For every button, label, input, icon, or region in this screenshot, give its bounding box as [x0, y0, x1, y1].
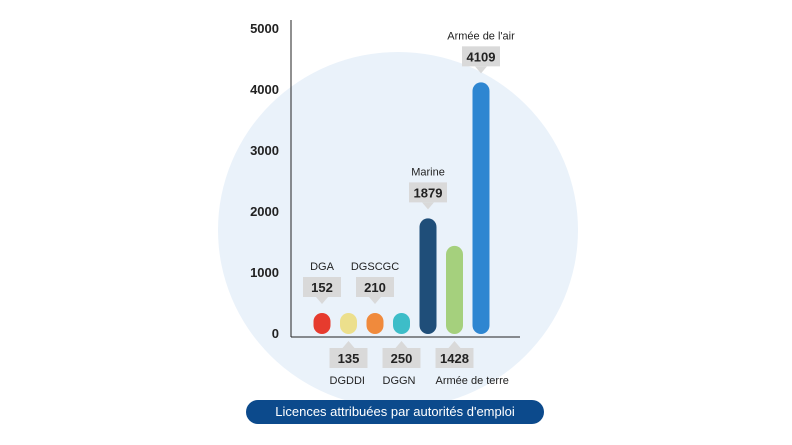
callout-pointer	[342, 341, 355, 348]
value-label: 152	[311, 280, 333, 295]
category-label: Armée de l'air	[447, 30, 515, 42]
bar	[393, 313, 410, 334]
value-callout: 1428 Armée de terre	[435, 341, 509, 387]
bar	[472, 82, 490, 334]
callout-pointer	[369, 297, 381, 304]
value-box	[409, 182, 447, 203]
bar	[446, 245, 463, 334]
y-tick-label: 5000	[250, 21, 279, 36]
value-label: 210	[364, 280, 386, 295]
y-tick-label: 4000	[250, 82, 279, 97]
value-box	[382, 348, 421, 368]
callout-pointer	[422, 202, 434, 210]
chart-caption: Licences attribuées par autorités d'empl…	[246, 400, 544, 424]
value-box	[303, 277, 341, 297]
category-label: DGSCGC	[351, 261, 399, 273]
value-callout: 1879 Marine	[409, 166, 447, 210]
value-callout: 250 DGGN	[382, 341, 421, 387]
callout-pointer	[475, 66, 487, 74]
y-tick-label: 0	[272, 326, 279, 341]
value-callout: 135 DGDDI	[329, 341, 368, 387]
value-callout: 210 DGSCGC	[351, 261, 399, 304]
bar	[419, 218, 437, 334]
value-box	[435, 348, 474, 368]
category-label: Armée de terre	[436, 375, 509, 387]
value-callout: 152 DGA	[303, 261, 341, 304]
callout-pointer	[448, 341, 461, 348]
value-box	[329, 348, 368, 368]
value-label: 250	[391, 351, 413, 366]
category-label: DGDDI	[330, 375, 365, 387]
value-label: 1428	[440, 351, 469, 366]
callout-pointer	[316, 297, 328, 304]
bar	[340, 313, 357, 334]
y-tick-label: 1000	[250, 265, 279, 280]
y-tick-label: 2000	[250, 204, 279, 219]
value-label: 1879	[414, 185, 443, 200]
value-callout: 4109 Armée de l'air	[447, 30, 515, 74]
category-label: Marine	[411, 166, 445, 178]
value-box	[462, 46, 500, 67]
value-label: 135	[338, 351, 360, 366]
category-label: DGA	[310, 261, 335, 273]
y-tick-label: 3000	[250, 143, 279, 158]
bar	[366, 313, 384, 334]
callout-pointer	[395, 341, 408, 348]
value-box	[356, 277, 394, 297]
bar	[313, 313, 331, 334]
value-label: 4109	[467, 49, 496, 64]
category-label: DGGN	[383, 375, 416, 387]
